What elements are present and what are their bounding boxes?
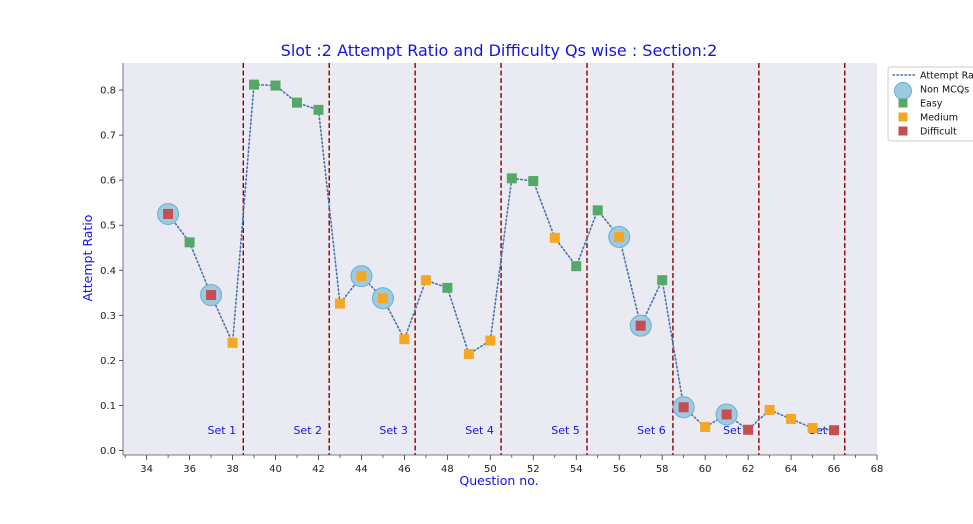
- x-tick-label: 46: [398, 464, 411, 475]
- x-tick-label: 66: [828, 464, 841, 475]
- easy-marker: [292, 97, 302, 108]
- y-axis-label: Attempt Ratio: [80, 215, 95, 302]
- y-tick-label: 0.6: [100, 176, 116, 187]
- medium-marker: [227, 337, 238, 348]
- medium-marker: [764, 404, 775, 415]
- y-tick-label: 0.8: [100, 86, 116, 97]
- legend-difficult-symbol: [898, 126, 908, 136]
- medium-marker: [807, 422, 818, 433]
- axes: 0.0 0.1 0.2 0.3 0.4 0.5 0.6 0.7 0.8 34 36 38 40 42 44 4…: [100, 63, 883, 475]
- set-label: Set 3: [379, 424, 408, 437]
- medium-marker: [356, 271, 367, 282]
- x-tick-label: 58: [656, 464, 669, 475]
- difficulty-markers: [163, 79, 840, 436]
- x-tick-label: 42: [312, 464, 325, 475]
- easy-marker: [184, 237, 195, 248]
- difficult-marker: [721, 409, 732, 420]
- difficult-marker: [163, 208, 174, 219]
- x-tick-label: 40: [269, 464, 282, 475]
- y-tick-label: 0.5: [100, 221, 116, 232]
- easy-marker: [592, 205, 603, 216]
- easy-marker: [270, 80, 281, 91]
- medium-marker: [549, 232, 560, 243]
- medium-marker: [463, 349, 474, 360]
- y-tick-label: 0.1: [100, 401, 116, 412]
- x-tick-label: 44: [355, 464, 368, 475]
- legend-label: Difficult: [920, 127, 957, 138]
- difficult-marker: [678, 402, 689, 413]
- easy-marker: [249, 79, 260, 90]
- x-tick-label: 60: [699, 464, 712, 475]
- medium-marker: [377, 293, 388, 304]
- x-tick-label: 64: [785, 464, 798, 475]
- easy-marker: [313, 104, 324, 115]
- legend-label: Non MCQs: [920, 85, 969, 96]
- set-label: Set 2: [293, 424, 322, 437]
- difficult-marker: [743, 424, 754, 435]
- x-tick-label: 62: [742, 464, 755, 475]
- y-tick-label: 0.7: [100, 131, 116, 142]
- set-label: Set 6: [637, 424, 666, 437]
- x-tick-label: 36: [183, 464, 196, 475]
- legend-label: Attempt Rat: [920, 71, 973, 82]
- x-tick-label: 34: [140, 464, 153, 475]
- medium-marker: [334, 298, 345, 309]
- y-tick-label: 0.0: [100, 446, 116, 457]
- easy-marker: [442, 282, 453, 293]
- difficult-marker: [206, 290, 217, 301]
- x-tick-label: 68: [871, 464, 884, 475]
- difficult-marker: [635, 320, 646, 331]
- easy-marker: [571, 261, 582, 272]
- medium-marker: [700, 422, 711, 433]
- medium-marker: [786, 413, 797, 424]
- legend-label: Medium: [920, 113, 958, 124]
- easy-marker: [506, 173, 517, 184]
- medium-marker: [614, 231, 625, 242]
- easy-marker: [528, 176, 539, 187]
- legend-easy-symbol: [898, 98, 908, 108]
- legend-label: Easy: [920, 99, 943, 110]
- x-axis-label: Question no.: [459, 473, 538, 488]
- plot-background: [123, 63, 877, 455]
- x-tick-label: 54: [570, 464, 583, 475]
- x-tick-label: 38: [226, 464, 239, 475]
- chart-title: Slot :2 Attempt Ratio and Difficulty Qs …: [281, 41, 718, 60]
- x-tick-label: 52: [527, 464, 540, 475]
- medium-marker: [485, 335, 496, 346]
- set-label: Set 5: [551, 424, 580, 437]
- y-tick-label: 0.2: [100, 356, 116, 367]
- y-tick-label: 0.4: [100, 266, 116, 277]
- non-mcq-markers: [157, 202, 738, 426]
- x-tick-label: 56: [613, 464, 626, 475]
- easy-marker: [657, 275, 668, 286]
- y-tick-label: 0.3: [100, 311, 116, 322]
- medium-marker: [399, 334, 410, 345]
- x-tick-label: 50: [484, 464, 497, 475]
- difficult-marker: [829, 425, 840, 436]
- medium-marker: [420, 275, 431, 286]
- x-tick-label: 48: [441, 464, 454, 475]
- set-label: Set 4: [465, 424, 494, 437]
- legend-circle-symbol: [894, 82, 912, 100]
- legend: Attempt Rat Non MCQs Easy Medium Difficult: [887, 66, 973, 142]
- legend-medium-symbol: [898, 112, 908, 122]
- set-label: Set 1: [208, 424, 237, 437]
